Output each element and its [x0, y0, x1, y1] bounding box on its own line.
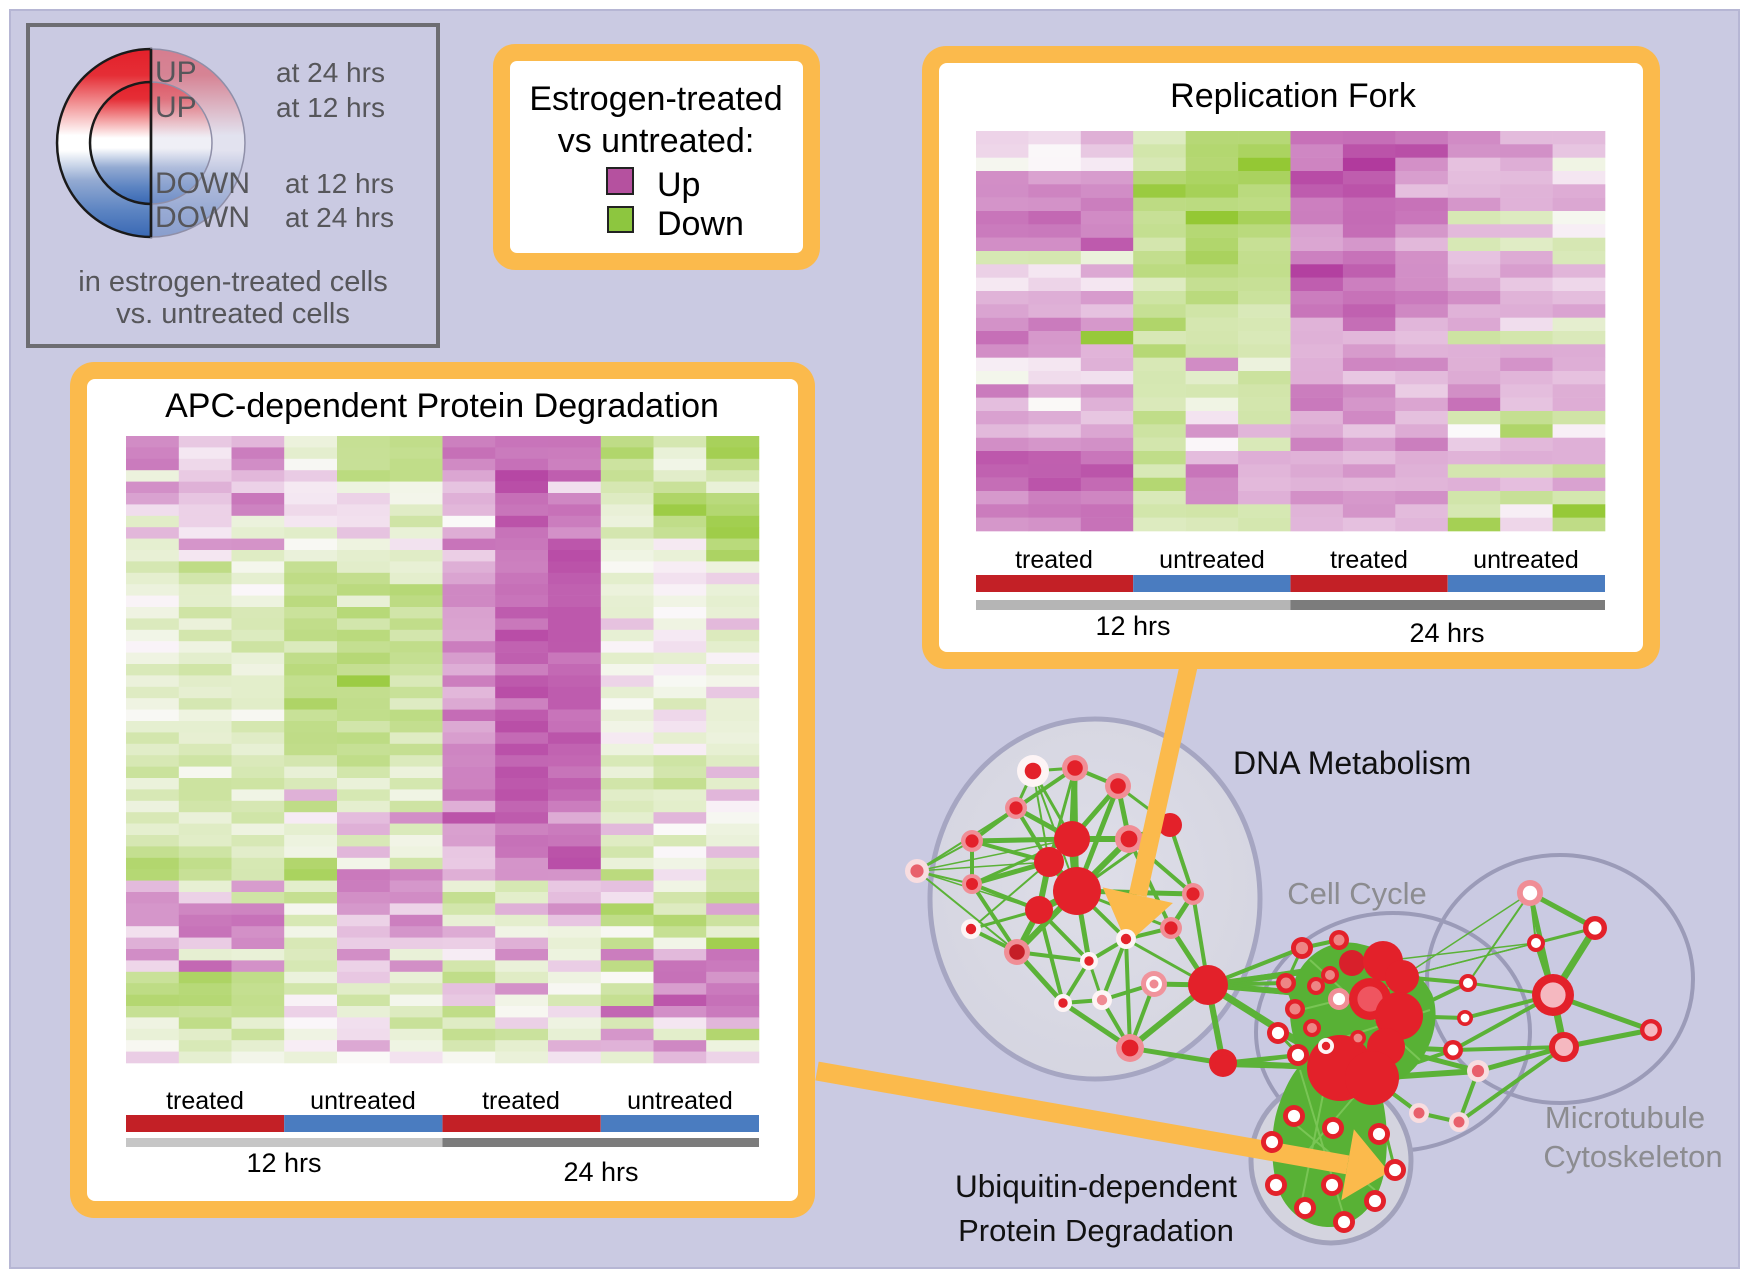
svg-text:DNA Metabolism: DNA Metabolism [1233, 745, 1471, 781]
svg-text:untreated: untreated [310, 1087, 416, 1115]
svg-text:Ubiquitin-dependent: Ubiquitin-dependent [955, 1168, 1237, 1204]
svg-text:Microtubule: Microtubule [1545, 1100, 1705, 1135]
svg-text:treated: treated [1330, 546, 1408, 574]
svg-text:in estrogen-treated cells: in estrogen-treated cells [78, 266, 388, 298]
svg-text:APC-dependent Protein Degradat: APC-dependent Protein Degradation [165, 387, 719, 425]
svg-text:12 hrs: 12 hrs [1095, 611, 1170, 641]
svg-text:UP: UP [155, 91, 197, 124]
svg-text:treated: treated [482, 1087, 560, 1115]
svg-text:at 12 hrs: at 12 hrs [285, 168, 394, 199]
svg-text:untreated: untreated [1159, 546, 1265, 574]
svg-text:vs untreated:: vs untreated: [558, 122, 755, 160]
svg-text:at 24 hrs: at 24 hrs [285, 202, 394, 233]
svg-text:Down: Down [657, 205, 744, 243]
svg-text:treated: treated [166, 1087, 244, 1115]
svg-text:at 12 hrs: at 12 hrs [276, 92, 385, 123]
svg-text:DOWN: DOWN [155, 167, 250, 200]
svg-text:DOWN: DOWN [155, 201, 250, 234]
svg-text:treated: treated [1015, 546, 1093, 574]
svg-text:untreated: untreated [627, 1087, 733, 1115]
svg-text:Up: Up [657, 166, 700, 204]
svg-text:at 24 hrs: at 24 hrs [276, 57, 385, 88]
svg-text:12 hrs: 12 hrs [246, 1148, 321, 1178]
svg-text:Replication Fork: Replication Fork [1170, 77, 1417, 115]
svg-text:Estrogen-treated: Estrogen-treated [529, 80, 782, 118]
svg-text:vs. untreated cells: vs. untreated cells [116, 298, 350, 330]
svg-text:24 hrs: 24 hrs [1409, 618, 1484, 648]
svg-text:Protein Degradation: Protein Degradation [958, 1213, 1234, 1248]
svg-text:Cell Cycle: Cell Cycle [1287, 876, 1427, 911]
svg-text:UP: UP [155, 56, 197, 89]
svg-text:Cytoskeleton: Cytoskeleton [1543, 1139, 1722, 1174]
svg-text:untreated: untreated [1473, 546, 1579, 574]
svg-text:24 hrs: 24 hrs [563, 1157, 638, 1187]
